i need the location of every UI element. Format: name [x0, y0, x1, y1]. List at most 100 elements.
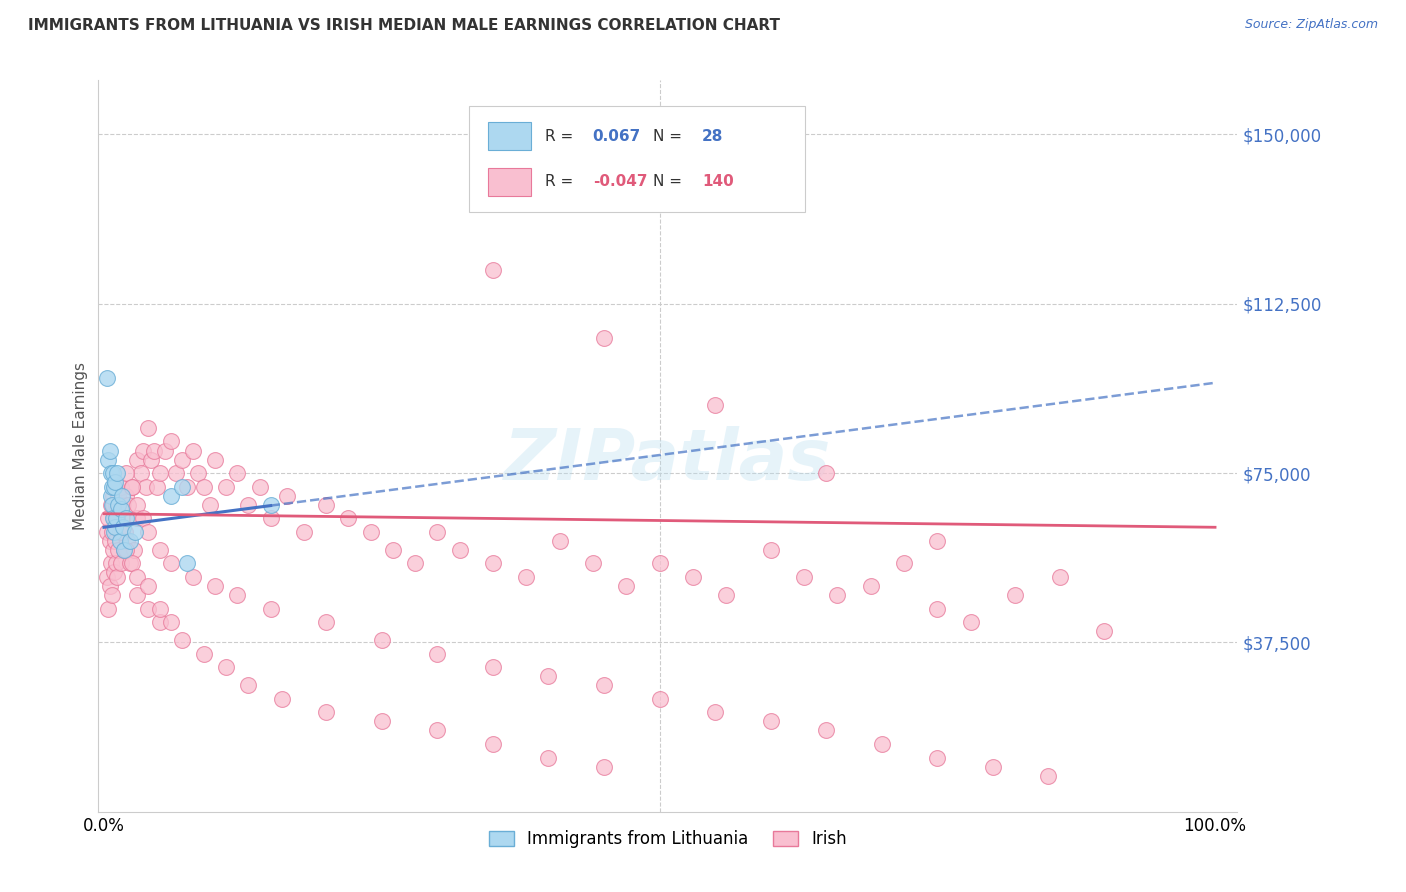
Point: [827, 588, 849, 602]
Point: [127, 588, 149, 602]
Point: [132, 511, 155, 525]
Point: [704, 398, 727, 412]
Point: [153, 443, 176, 458]
Point: [682, 570, 704, 584]
Point: [110, 502, 132, 516]
Point: [159, 557, 181, 571]
Point: [404, 557, 426, 571]
Text: N =: N =: [652, 174, 688, 189]
Point: [107, 489, 129, 503]
Point: [515, 570, 537, 584]
Point: [482, 557, 505, 571]
Point: [204, 579, 226, 593]
Point: [537, 669, 560, 683]
Point: [118, 533, 141, 548]
Point: [100, 466, 122, 480]
Point: [927, 533, 949, 548]
Point: [105, 466, 128, 480]
Point: [371, 714, 394, 729]
Point: [714, 588, 737, 602]
Point: [112, 542, 135, 557]
Point: [121, 480, 143, 494]
Point: [148, 466, 170, 480]
Point: [648, 691, 671, 706]
Point: [98, 443, 121, 458]
Point: [270, 691, 292, 706]
Point: [426, 524, 449, 539]
Point: [165, 466, 187, 480]
Point: [103, 480, 125, 494]
Point: [337, 511, 360, 525]
Point: [315, 706, 337, 720]
Point: [103, 511, 125, 525]
Point: [101, 511, 124, 525]
Point: [593, 678, 616, 692]
Point: [537, 750, 560, 764]
Point: [97, 511, 120, 525]
Point: [815, 466, 838, 480]
Point: [115, 511, 138, 525]
Point: [959, 615, 981, 629]
Point: [170, 452, 193, 467]
Point: [104, 480, 127, 494]
Point: [124, 524, 146, 539]
Point: [127, 498, 149, 512]
Text: ZIPatlas: ZIPatlas: [505, 426, 831, 495]
Point: [548, 533, 571, 548]
Point: [1004, 588, 1026, 602]
Point: [112, 542, 135, 557]
Point: [111, 489, 134, 503]
Point: [226, 466, 249, 480]
Point: [105, 498, 128, 512]
Point: [96, 570, 118, 584]
Point: [115, 466, 138, 480]
Point: [927, 601, 949, 615]
Point: [108, 524, 131, 539]
Text: -0.047: -0.047: [593, 174, 647, 189]
Point: [100, 524, 122, 539]
Point: [111, 524, 134, 539]
Point: [132, 443, 155, 458]
Point: [104, 533, 127, 548]
Point: [426, 647, 449, 661]
Point: [111, 498, 134, 512]
Point: [100, 557, 122, 571]
Point: [176, 480, 198, 494]
Point: [100, 498, 122, 512]
Point: [582, 557, 605, 571]
Point: [148, 615, 170, 629]
Text: 140: 140: [702, 174, 734, 189]
Point: [110, 557, 132, 571]
FancyBboxPatch shape: [468, 106, 804, 212]
Point: [181, 570, 204, 584]
Point: [105, 557, 128, 571]
Point: [193, 647, 215, 661]
Point: [127, 511, 149, 525]
Point: [371, 633, 394, 648]
Point: [482, 737, 505, 751]
Text: Source: ZipAtlas.com: Source: ZipAtlas.com: [1244, 18, 1378, 31]
Point: [121, 480, 143, 494]
Point: [138, 524, 160, 539]
Point: [138, 579, 160, 593]
Point: [292, 524, 315, 539]
Point: [97, 452, 120, 467]
Point: [143, 443, 166, 458]
Point: [238, 498, 260, 512]
Point: [100, 588, 122, 602]
Point: [96, 524, 118, 539]
Point: [249, 480, 271, 494]
Point: [108, 533, 131, 548]
Point: [759, 542, 782, 557]
Point: [593, 331, 616, 345]
Point: [114, 524, 136, 539]
Point: [648, 557, 671, 571]
Point: [426, 723, 449, 738]
Point: [238, 678, 260, 692]
FancyBboxPatch shape: [488, 168, 531, 195]
Point: [927, 750, 949, 764]
Point: [115, 542, 138, 557]
Point: [103, 566, 125, 580]
Point: [110, 480, 132, 494]
Point: [111, 520, 134, 534]
